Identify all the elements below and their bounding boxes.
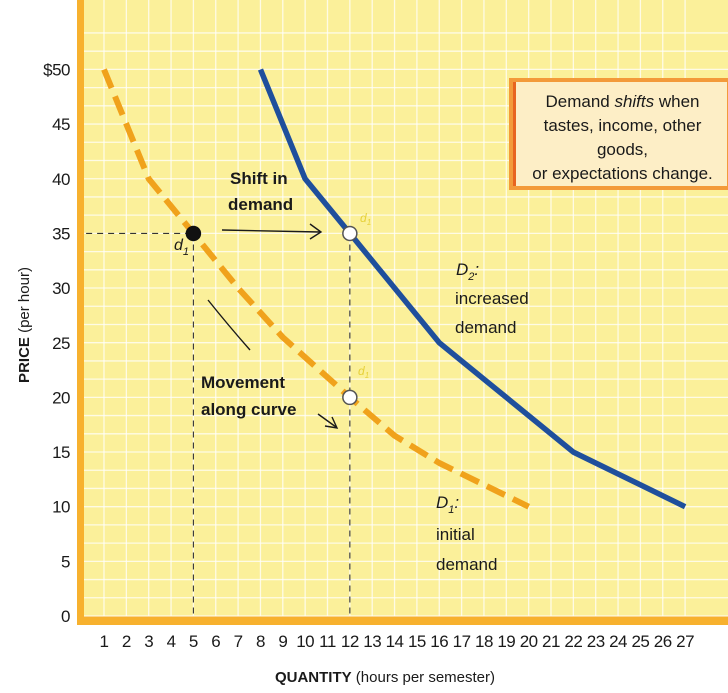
y-tick-labels: 0 5 10 15 20 25 30 35 40 45 $50: [43, 61, 70, 627]
x-tick-label: 19: [497, 632, 515, 651]
y-tick-label: $50: [43, 61, 70, 80]
y-axis-title: PRICE (per hour): [16, 267, 33, 383]
point-marker-1: [185, 225, 202, 242]
x-tick-label: 21: [542, 632, 560, 651]
d2-label-name: D2:: [456, 260, 479, 283]
x-tick-label: 6: [211, 632, 220, 651]
x-tick-label: 15: [408, 632, 426, 651]
movement-label-line1: Movement: [201, 373, 285, 392]
movement-arrows: [207, 299, 339, 429]
x-tick-label: 23: [587, 632, 605, 651]
x-tick-label: 9: [278, 632, 287, 651]
point-markers: [185, 225, 358, 406]
y-tick-label: 15: [52, 443, 70, 462]
x-tick-labels: 1 2 3 4 5 6 7 8 9 10 11 12 13 14 15 16 17 18 19 20 21 22 23 24 2…: [100, 632, 695, 651]
series-d1-line: [101, 68, 531, 510]
y-tick-label: 35: [52, 224, 70, 243]
y-tick-label: 25: [52, 334, 70, 353]
callout-box: Demand shifts when tastes, income, other…: [513, 82, 727, 186]
shift-arrow: [221, 223, 323, 240]
y-tick-label: 40: [52, 170, 70, 189]
x-tick-label: 3: [144, 632, 153, 651]
grid-lines: [84, 0, 728, 617]
y-tick-label: 30: [52, 279, 70, 298]
x-tick-label: 25: [631, 632, 649, 651]
x-tick-label: 1: [100, 632, 109, 651]
small-d1-lower: d1: [358, 364, 369, 380]
d1-label-name: D1:: [436, 493, 459, 516]
callout-line1: Demand shifts when: [545, 92, 700, 111]
x-tick-label: 22: [564, 632, 582, 651]
y-tick-label: 20: [52, 388, 70, 407]
x-tick-label: 5: [189, 632, 198, 651]
x-tick-label: 27: [676, 632, 694, 651]
y-tick-label: 0: [61, 607, 70, 626]
point-marker-3: [342, 225, 358, 242]
x-tick-label: 18: [475, 632, 493, 651]
x-tick-label: 8: [256, 632, 265, 651]
y-tick-label: 45: [52, 115, 70, 134]
x-tick-label: 14: [386, 632, 404, 651]
y-tick-label: 10: [52, 498, 70, 517]
point-d1-label: d1: [174, 237, 189, 258]
movement-label-line2: along curve: [201, 400, 296, 419]
callout-line3: or expectations change.: [532, 164, 713, 183]
series-d2-line: [257, 68, 687, 510]
x-tick-label: 10: [296, 632, 314, 651]
x-tick-label: 4: [167, 632, 176, 651]
x-tick-label: 16: [430, 632, 448, 651]
x-tick-label: 13: [363, 632, 381, 651]
y-tick-label: 5: [61, 552, 70, 571]
d1-label-line1: initial: [436, 525, 475, 544]
x-tick-label: 17: [453, 632, 471, 651]
x-tick-label: 24: [609, 632, 627, 651]
d2-label-line1: increased: [455, 289, 529, 308]
d1-label-line2: demand: [436, 555, 497, 574]
guide-lines: [86, 232, 351, 616]
d2-label-line2: demand: [455, 318, 516, 337]
x-tick-label: 2: [122, 632, 131, 651]
x-tick-label: 7: [234, 632, 243, 651]
x-tick-label: 11: [319, 632, 336, 651]
x-tick-label: 20: [520, 632, 538, 651]
x-tick-label: 26: [654, 632, 672, 651]
series-lines: [101, 68, 687, 510]
x-axis-title: QUANTITY (hours per semester): [275, 669, 495, 686]
shift-label-line2: demand: [228, 195, 293, 214]
small-d1-upper: d1: [360, 211, 371, 227]
shift-label-line1: Shift in: [230, 169, 288, 188]
point-marker-2: [342, 389, 358, 406]
callout-line2: tastes, income, other goods,: [543, 116, 702, 159]
x-tick-label: 12: [341, 632, 359, 651]
